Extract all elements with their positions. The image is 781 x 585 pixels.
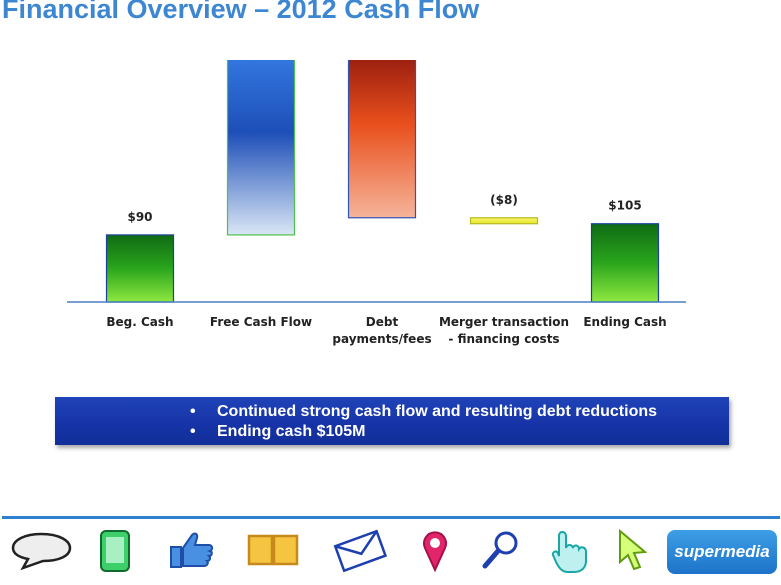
category-label-2: Free Cash Flow [210, 315, 312, 329]
data-label-5: $105 [608, 199, 641, 213]
cursor-arrow-icon [619, 528, 648, 571]
thumbs-up-icon [170, 532, 214, 568]
bar-3 [347, 60, 417, 219]
page-title: Financial Overview – 2012 Cash Flow [2, 0, 480, 24]
category-label-4-line-2: - financing costs [448, 332, 559, 346]
map-pin-icon [423, 531, 447, 573]
category-label-5: Ending Cash [583, 315, 666, 329]
magnifier-icon [482, 531, 518, 569]
data-label-1: $90 [127, 210, 152, 224]
footer-divider [2, 516, 780, 519]
bar-1 [105, 234, 175, 303]
speech-bubble-icon [11, 532, 72, 571]
bar-4 [469, 217, 539, 225]
bar-2 [226, 60, 296, 236]
category-label-4-line-1: Merger transaction [439, 315, 569, 329]
brand-logo: supermedia [667, 530, 777, 574]
summary-bullet-1: • Continued strong cash flow and resultin… [190, 403, 658, 420]
category-label-1: Beg. Cash [106, 315, 173, 329]
bar-5 [590, 223, 660, 303]
category-label-3-line-2: payments/fees [332, 332, 431, 346]
summary-bullet-2: • Ending cash $105M [190, 423, 366, 440]
smartphone-icon [100, 530, 130, 572]
data-label-4: ($8) [490, 193, 518, 207]
summary-banner: • Continued strong cash flow and resultin… [55, 397, 729, 445]
hand-pointer-icon [551, 530, 587, 573]
envelope-icon [333, 529, 388, 572]
open-book-icon [247, 534, 299, 566]
category-label-3-line-1: Debt [366, 315, 399, 329]
